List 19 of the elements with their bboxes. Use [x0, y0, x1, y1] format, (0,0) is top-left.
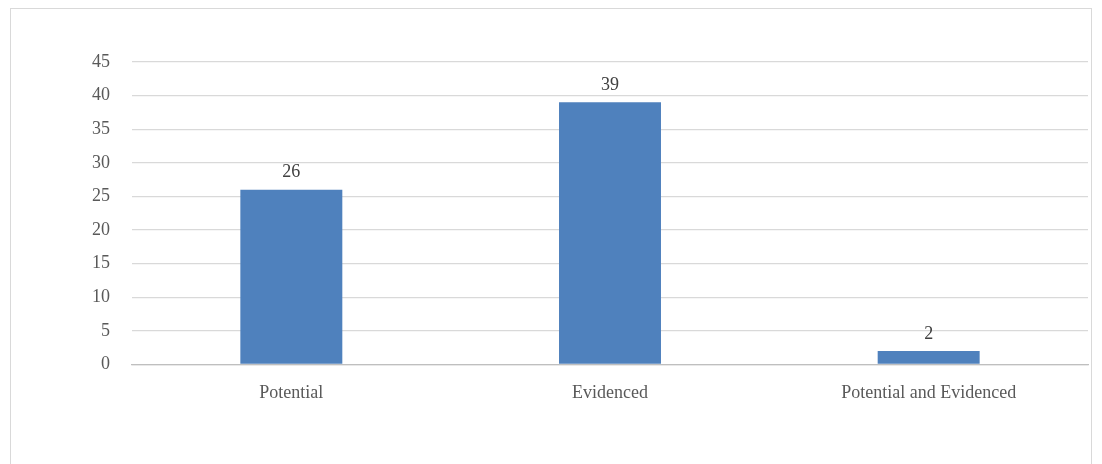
data-label: 26: [282, 161, 301, 182]
x-tick-label: Potential: [259, 381, 324, 402]
y-tick-label: 0: [101, 353, 110, 374]
data-label: 2: [924, 322, 934, 343]
y-tick-label: 20: [92, 218, 110, 239]
y-tick-label: 45: [92, 50, 110, 71]
y-tick-label: 35: [92, 117, 110, 138]
bar: [240, 189, 343, 364]
x-tick-label: Evidenced: [572, 381, 648, 402]
y-tick-label: 30: [92, 151, 110, 172]
y-tick-label: 40: [92, 84, 110, 105]
y-tick-label: 15: [92, 252, 110, 273]
bar: [559, 102, 661, 364]
y-tick-label: 5: [101, 319, 110, 340]
y-tick-label: 10: [92, 285, 110, 306]
data-label: 39: [601, 74, 619, 95]
y-tick-label: 25: [92, 185, 110, 206]
x-tick-label: Potential and Evidenced: [841, 381, 1017, 402]
bar: [877, 350, 980, 364]
